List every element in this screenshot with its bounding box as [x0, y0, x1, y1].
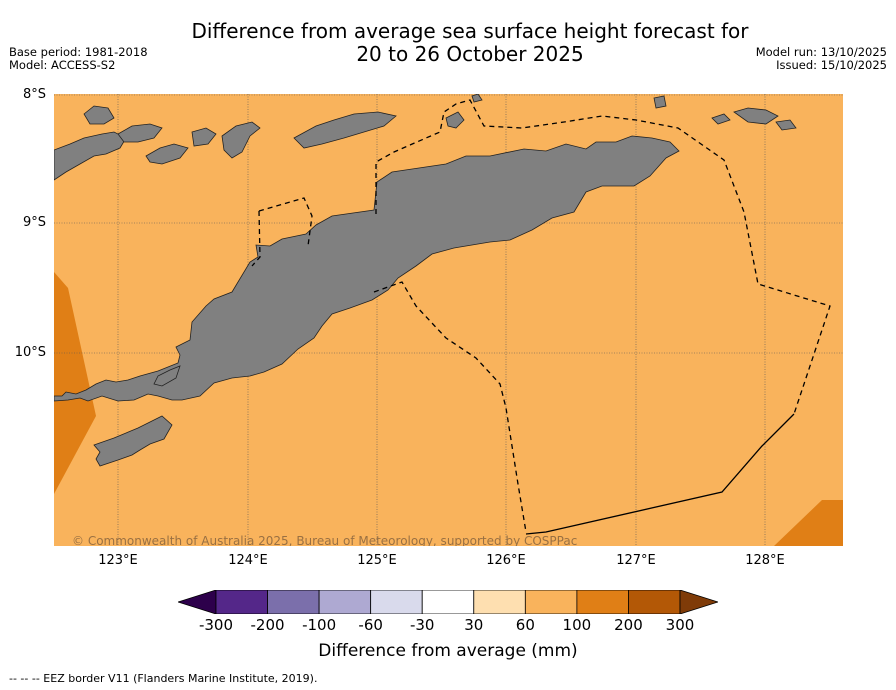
colorbar-tick-label: 30	[464, 616, 484, 634]
solor-island	[83, 105, 115, 125]
semau-island	[153, 365, 181, 387]
lon-label-124e: 124°E	[228, 553, 268, 568]
copyright-text: © Commonwealth of Australia 2025, Bureau…	[72, 534, 577, 546]
timor-island	[54, 135, 680, 402]
rote-island	[93, 415, 173, 467]
colorbar-tick-label: 60	[515, 616, 535, 634]
model-run: Model run: 13/10/2025	[755, 45, 887, 59]
colorbar-bin	[628, 590, 681, 614]
small-island-3	[471, 94, 483, 103]
meta-left: Base period: 1981-2018 Model: ACCESS-S2	[9, 46, 148, 72]
colorbar-bin	[473, 590, 526, 614]
map-panel: © Commonwealth of Australia 2025, Bureau…	[54, 94, 843, 546]
colorbar-tick-label: 300	[665, 616, 695, 634]
pantar-island	[191, 127, 217, 147]
leti-island	[733, 107, 779, 125]
lon-label-128e: 128°E	[745, 553, 785, 568]
lomblen-island	[145, 143, 189, 165]
model-name: Model: ACCESS-S2	[9, 58, 116, 72]
colorbar-bin	[267, 590, 320, 614]
lat-label-10s: 10°S	[14, 345, 46, 360]
title-line-1: Difference from average sea surface heig…	[191, 19, 749, 43]
colorbar-tick-label: 200	[614, 616, 643, 634]
colorbar-bin	[370, 590, 423, 614]
small-island-1	[653, 95, 667, 109]
colorbar-tick-label: -200	[250, 616, 285, 634]
colorbar-bin	[576, 590, 629, 614]
ocean-background	[54, 94, 843, 546]
colorbar-low-extend	[178, 590, 217, 614]
meta-right: Model run: 13/10/2025 Issued: 15/10/2025	[756, 46, 887, 72]
map-title: Difference from average sea surface heig…	[0, 20, 896, 66]
colorbar-high-extend	[679, 590, 718, 614]
lon-label-127e: 127°E	[616, 553, 656, 568]
colorbar-bin	[318, 590, 372, 614]
wetar-island	[293, 111, 397, 149]
lat-label-9s: 9°S	[22, 215, 46, 230]
lon-label-123e: 123°E	[98, 553, 138, 568]
anomaly-region-southeast	[774, 500, 843, 546]
moa-island	[775, 119, 797, 131]
flores-east-island	[54, 131, 127, 181]
kisar-island	[445, 111, 465, 129]
colorbar-tick-label: -300	[198, 616, 234, 634]
eez-legend: -- -- -- EEZ border V11 (Flanders Marine…	[9, 672, 318, 685]
colorbar-bin	[421, 590, 475, 614]
issued-date: Issued: 15/10/2025	[776, 58, 887, 72]
eez-border	[251, 99, 831, 535]
colorbar-bin	[215, 590, 268, 614]
colorbar-tick-label: -30	[409, 616, 435, 634]
base-period: Base period: 1981-2018	[9, 45, 148, 59]
colorbar	[178, 590, 718, 614]
alor-island	[221, 121, 261, 159]
adonara-island	[117, 123, 163, 143]
anomaly-region-west	[54, 272, 96, 494]
land-masses	[54, 94, 797, 467]
title-line-2: 20 to 26 October 2025	[356, 42, 584, 66]
lat-label-8s: 8°S	[22, 87, 46, 102]
colorbar-bins	[215, 590, 681, 614]
lon-label-126e: 126°E	[486, 553, 526, 568]
small-island-2	[711, 113, 731, 125]
colorbar-tick-label: 100	[562, 616, 592, 634]
colorbar-title: Difference from average (mm)	[318, 641, 578, 661]
colorbar-tick-label: -60	[358, 616, 383, 634]
colorbar-tick-label: -100	[302, 616, 337, 634]
colorbar-bin	[524, 590, 578, 614]
lon-label-125e: 125°E	[357, 553, 397, 568]
